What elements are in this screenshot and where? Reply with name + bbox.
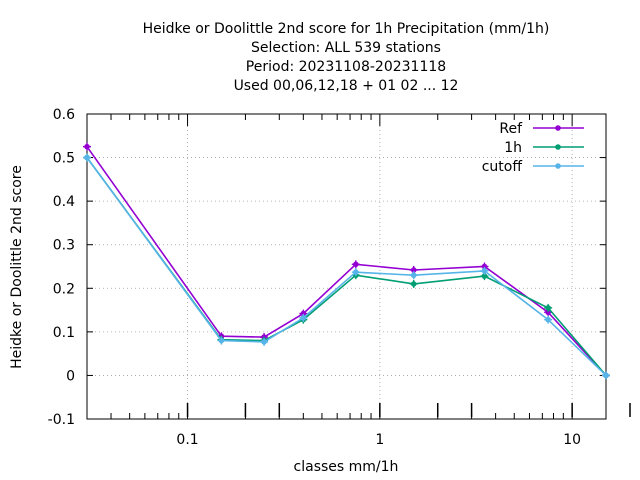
y-tick-label: 0.6: [53, 107, 75, 123]
data-point-1h: [544, 303, 553, 312]
data-point-cutoff: [351, 268, 360, 277]
grid: [87, 114, 606, 419]
series: [83, 142, 610, 380]
data-point-cutoff: [260, 337, 269, 346]
legend-label-cutoff: cutoff: [482, 159, 523, 175]
x-tick-label: 0.1: [176, 432, 198, 448]
legend-marker-cutoff: [555, 163, 561, 169]
y-tick-label: 0.5: [53, 151, 75, 167]
x-tick-label: 10: [563, 432, 581, 448]
data-point-Ref: [351, 260, 360, 269]
data-point-cutoff: [217, 336, 226, 345]
y-tick-label: 0.1: [53, 325, 75, 341]
legend: Ref 1h cutoff: [482, 121, 584, 175]
series-line-Ref: [86, 146, 607, 376]
data-point-1h: [409, 279, 418, 288]
data-point-cutoff: [299, 313, 308, 322]
title-line: Heidke or Doolittle 2nd score for 1h Pre…: [143, 21, 550, 37]
y-tick-label: 0.2: [53, 281, 75, 297]
data-point-cutoff: [602, 371, 610, 380]
legend-marker-Ref: [555, 125, 561, 131]
data-point-cutoff: [409, 271, 418, 280]
y-tick-label: 0.4: [53, 194, 75, 210]
axes: -0.1 0 0.1 0.2 0.3 0.4 0.5 0.6 0.1 1 10: [48, 107, 631, 448]
legend-marker-1h: [555, 144, 561, 150]
series-line-cutoff: [86, 157, 607, 376]
title-line: Period: 20231108-20231118: [246, 59, 446, 75]
data-point-cutoff: [83, 153, 91, 162]
y-tick-label: 0.3: [53, 238, 75, 254]
series-line-1h: [86, 157, 607, 376]
plot-frame: [86, 113, 607, 420]
y-axis-label: Heidke or Doolittle 2nd score: [9, 165, 25, 369]
title-line: Selection: ALL 539 stations: [251, 40, 441, 56]
data-point-cutoff: [480, 266, 489, 275]
chart-title: Heidke or Doolittle 2nd score for 1h Pre…: [143, 21, 550, 94]
data-point-cutoff: [544, 315, 553, 324]
x-axis-label: classes mm/1h: [294, 459, 399, 475]
title-line: Used 00,06,12,18 + 01 02 ... 12: [234, 78, 459, 94]
data-point-Ref: [83, 142, 91, 151]
y-tick-label: 0: [66, 368, 75, 384]
legend-label-Ref: Ref: [499, 121, 523, 137]
x-tick-label: 1: [375, 432, 384, 448]
legend-label-1h: 1h: [504, 140, 522, 156]
y-tick-label: -0.1: [48, 412, 75, 428]
